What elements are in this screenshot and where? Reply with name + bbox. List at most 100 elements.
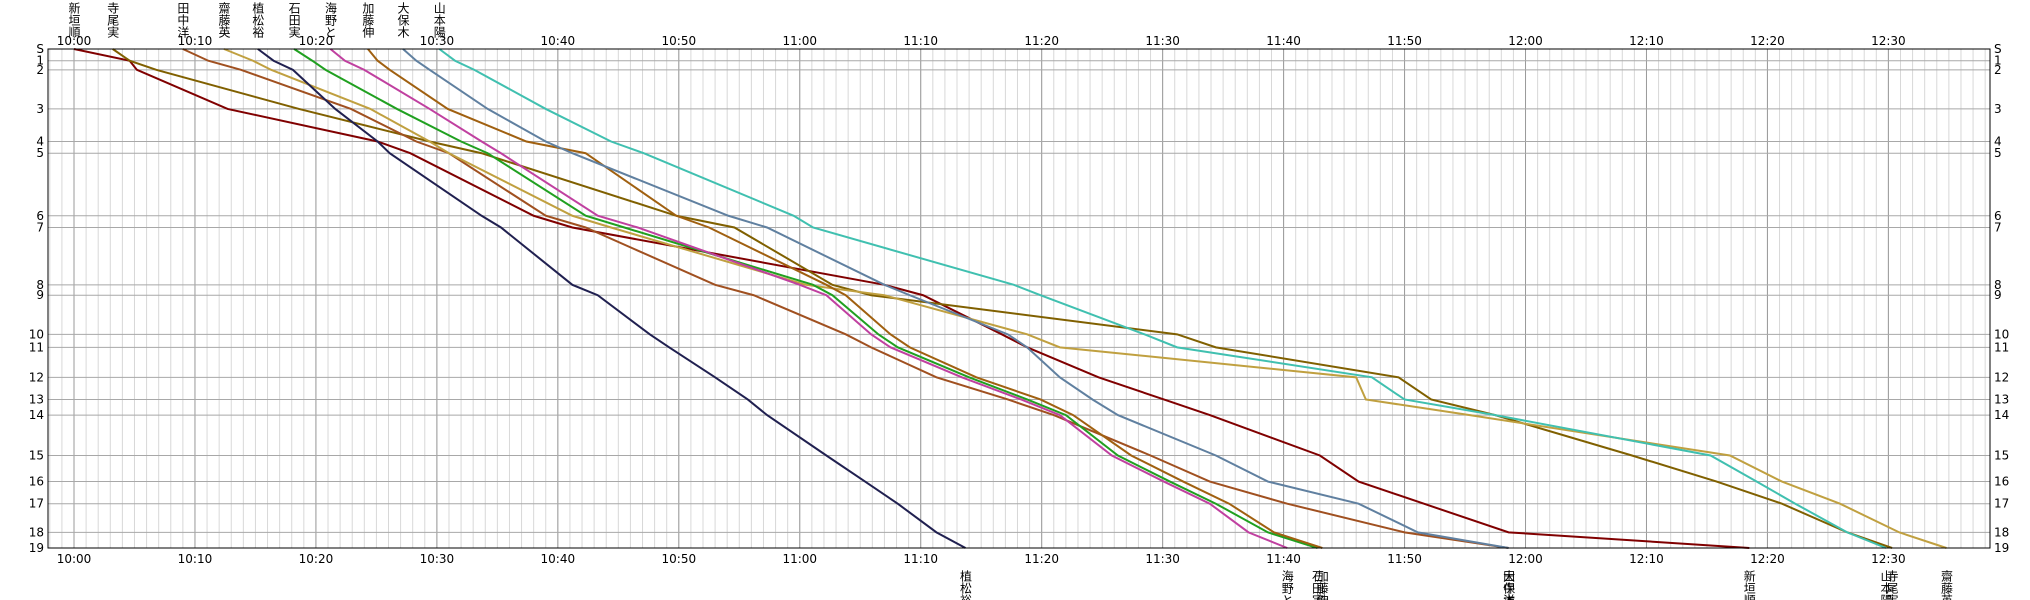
x-tick-label: 12:30 [1871, 34, 1906, 48]
y-tick-label: 19 [1994, 541, 2009, 555]
y-tick-label: 12 [29, 370, 44, 384]
x-tick-label: 11:40 [1266, 34, 1301, 48]
y-tick-label: 13 [29, 392, 44, 406]
y-tick-label: 5 [36, 146, 44, 160]
y-tick-label: S [36, 42, 44, 56]
y-tick-label: 9 [1994, 288, 2002, 302]
lines [73, 48, 1947, 549]
y-tick-label: 15 [29, 448, 44, 462]
x-tick-label: 11:00 [782, 552, 817, 566]
y-tick-label: 1 [36, 54, 44, 68]
x-tick-label: 10:50 [662, 34, 697, 48]
series-line [73, 48, 1750, 549]
x-tick-label: 12:20 [1750, 34, 1785, 48]
y-tick-label: 12 [1994, 370, 2009, 384]
series-line [257, 48, 966, 549]
y-tick-label: 10 [1994, 327, 2009, 341]
runner-label: 田中洋 [176, 2, 190, 38]
y-tick-label: 7 [1994, 220, 2002, 234]
x-tick-label: 10:40 [541, 34, 576, 48]
runner-label: 海野と [323, 1, 337, 38]
x-tick-label: 12:10 [1629, 552, 1664, 566]
labels: 10:00 10:00 10:10 10:10 10:20 10:20 10:30 10:30… [29, 1, 2010, 600]
y-tick-label: 5 [1994, 146, 2002, 160]
x-tick-label: 10:10 [178, 552, 213, 566]
x-tick-label: 12:00 [1508, 552, 1543, 566]
x-tick-label: 10:50 [662, 552, 697, 566]
series-line [223, 48, 1947, 549]
y-tick-label: 10 [29, 327, 44, 341]
y-tick-label: 4 [36, 135, 44, 149]
y-tick-label: 1 [1994, 54, 2002, 68]
runner-label: 大保木 [1502, 570, 1516, 600]
y-tick-label: 11 [1994, 340, 2009, 354]
runner-label: 寺尾実 [1885, 570, 1899, 600]
x-tick-label: 10:00 [57, 552, 92, 566]
y-tick-label: 15 [1994, 448, 2009, 462]
y-tick-label: 14 [1994, 408, 2009, 422]
series-line [182, 48, 1509, 549]
series-line [112, 48, 1893, 549]
grid [48, 48, 1990, 549]
runner-label: 新垣順 [1742, 569, 1756, 600]
runner-label: 石田実 [1310, 570, 1324, 600]
x-tick-label: 11:00 [782, 34, 817, 48]
y-tick-label: 6 [1994, 209, 2002, 223]
series-line [367, 48, 1323, 549]
runner-label: 齋藤英 [1939, 569, 1953, 600]
x-tick-label: 11:50 [1387, 34, 1422, 48]
x-tick-label: 10:30 [420, 552, 455, 566]
y-tick-label: 13 [1994, 392, 2009, 406]
y-tick-label: 11 [29, 340, 44, 354]
y-tick-label: 4 [1994, 135, 2002, 149]
y-tick-label: 14 [29, 408, 44, 422]
y-tick-label: 8 [1994, 278, 2002, 292]
y-tick-label: 16 [1994, 475, 2009, 489]
y-tick-label: 6 [36, 209, 44, 223]
runner-label: 田中洋 [1502, 570, 1516, 600]
x-tick-label: 10:20 [299, 552, 334, 566]
y-tick-label: 17 [29, 497, 44, 511]
runner-label: 植松裕 [958, 569, 972, 600]
y-tick-label: 9 [36, 288, 44, 302]
y-tick-label: 3 [36, 102, 44, 116]
y-tick-label: 2 [1994, 63, 2002, 77]
x-tick-label: 11:50 [1387, 552, 1422, 566]
series-line [402, 48, 1509, 549]
y-tick-label: 19 [29, 541, 44, 555]
runner-label: 山本陽 [1879, 570, 1893, 600]
x-tick-label: 12:10 [1629, 34, 1664, 48]
y-tick-label: 18 [1994, 525, 2009, 539]
x-tick-label: 12:30 [1871, 552, 1906, 566]
x-tick-label: 10:20 [299, 34, 334, 48]
runner-label: 加藤伸 [1315, 570, 1329, 600]
runner-label: 寺尾実 [106, 2, 120, 39]
x-tick-label: 11:40 [1266, 552, 1301, 566]
y-tick-label: 8 [36, 278, 44, 292]
x-tick-label: 10:30 [420, 34, 455, 48]
series-line [293, 48, 1318, 549]
x-tick-label: 10:40 [541, 552, 576, 566]
x-tick-label: 11:10 [903, 552, 938, 566]
x-tick-label: 11:20 [1024, 552, 1059, 566]
x-tick-label: 12:00 [1508, 34, 1543, 48]
x-tick-label: 11:30 [1145, 552, 1180, 566]
x-tick-label: 10:00 [57, 34, 92, 48]
y-tick-label: 7 [36, 220, 44, 234]
runner-label: 石田実 [287, 2, 301, 39]
y-tick-label: 2 [36, 63, 44, 77]
runner-label: 齋藤英 [217, 1, 231, 38]
runner-label: 山本陽 [432, 2, 446, 39]
runner-label: 加藤伸 [361, 2, 375, 38]
x-tick-label: 11:20 [1024, 34, 1059, 48]
x-tick-label: 10:10 [178, 34, 213, 48]
y-tick-label: 17 [1994, 497, 2009, 511]
y-tick-label: 3 [1994, 102, 2002, 116]
series-line [329, 48, 1288, 549]
y-tick-label: 18 [29, 525, 44, 539]
runner-label: 新垣順 [67, 1, 81, 38]
runner-label: 大保木 [396, 2, 410, 38]
y-tick-label: S [1994, 42, 2002, 56]
y-tick-label: 16 [29, 475, 44, 489]
